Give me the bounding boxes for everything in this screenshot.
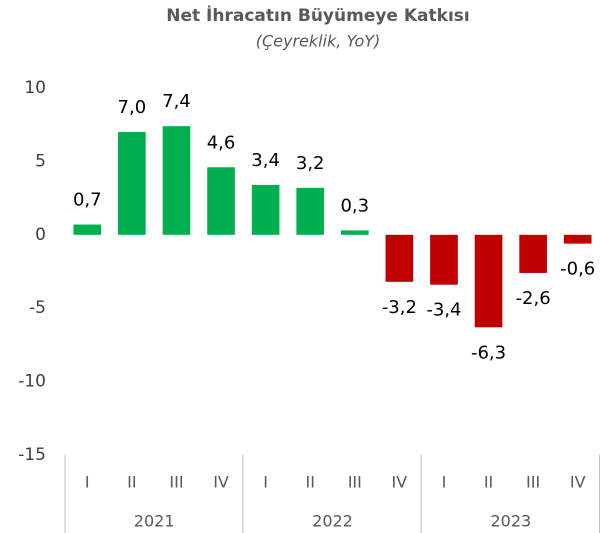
x-tick-label: II	[484, 473, 493, 492]
bar	[207, 167, 235, 235]
group-label: 2022	[312, 512, 353, 531]
y-tick-label: -10	[18, 372, 46, 392]
bar	[296, 187, 325, 235]
value-label: 4,6	[207, 132, 236, 153]
value-label: -6,3	[471, 342, 506, 363]
value-label: 3,2	[296, 153, 325, 174]
x-tick-label: II	[305, 473, 314, 492]
value-label: -0,6	[560, 259, 595, 280]
bar	[162, 126, 191, 235]
x-tick-label: IV	[570, 473, 586, 492]
x-tick-label: IV	[213, 473, 229, 492]
y-tick-label: 0	[35, 225, 46, 245]
group-label: 2023	[490, 512, 531, 531]
bar	[430, 234, 458, 285]
chart-title: Net İhracatın Büyümeye Katkısı	[166, 4, 469, 26]
x-tick-label: I	[263, 473, 268, 492]
y-tick-label: 10	[24, 78, 46, 98]
x-tick-label: I	[85, 473, 90, 492]
value-label: -2,6	[516, 288, 551, 309]
bar	[519, 234, 547, 273]
x-tick-label: III	[526, 473, 540, 492]
group-label: 2021	[134, 512, 175, 531]
x-tick-label: III	[169, 473, 183, 492]
bar	[474, 234, 503, 328]
y-tick-label: -5	[29, 298, 46, 318]
x-tick-label: IV	[392, 473, 408, 492]
value-label: -3,4	[426, 300, 461, 321]
x-tick-label: I	[442, 473, 447, 492]
value-label: 0,3	[340, 195, 369, 216]
bar	[251, 184, 280, 235]
bar	[73, 224, 102, 235]
value-label: -3,2	[382, 297, 417, 318]
bar	[563, 234, 592, 244]
chart-subtitle: (Çeyreklik, YoY)	[256, 32, 381, 51]
bar	[385, 234, 414, 282]
value-label: 7,4	[162, 91, 191, 112]
value-label: 3,4	[251, 150, 280, 171]
value-label: 7,0	[118, 97, 147, 118]
x-tick-label: II	[127, 473, 136, 492]
bar	[340, 230, 369, 235]
y-tick-label: 5	[35, 151, 46, 171]
bar	[118, 132, 146, 235]
y-tick-label: -15	[18, 445, 46, 465]
x-tick-label: III	[348, 473, 362, 492]
value-label: 0,7	[73, 190, 102, 211]
